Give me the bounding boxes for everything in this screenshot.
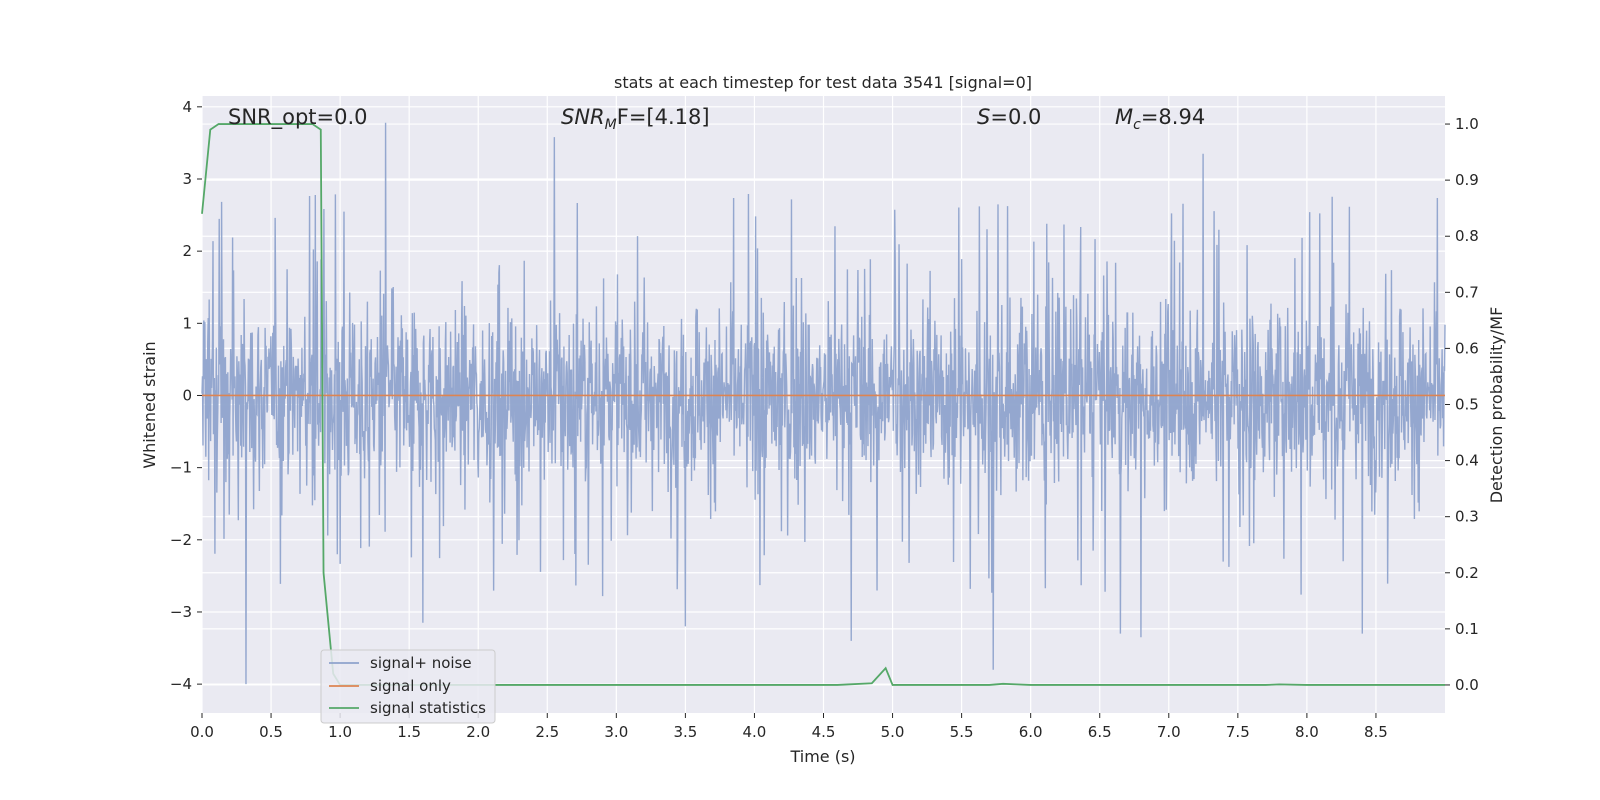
annotation-2: S=0.0 bbox=[977, 105, 1041, 129]
annotation-0: SNR_opt=0.0 bbox=[228, 105, 368, 130]
plot-content bbox=[201, 122, 1446, 686]
y-left-tick-label-8: −4 bbox=[170, 675, 192, 693]
y-left-tick-label-2: 2 bbox=[182, 242, 192, 260]
x-axis-label: Time (s) bbox=[789, 747, 855, 766]
x-axis: 0.0 0.5 1.0 1.5 2.0 2.5 3.0 3.5 4.0 4.5 5.0 5.5 6.0 6… bbox=[190, 713, 1388, 741]
legend-label-signal-noise: signal+ noise bbox=[370, 654, 472, 672]
x-tick-label-11: 5.5 bbox=[950, 723, 974, 741]
x-tick-label-5: 2.5 bbox=[535, 723, 559, 741]
y-right-tick-label-10: 0.0 bbox=[1455, 676, 1479, 694]
x-tick-label-1: 0.5 bbox=[259, 723, 283, 741]
x-tick-label-17: 8.5 bbox=[1364, 723, 1388, 741]
y-right-tick-label-9: 0.1 bbox=[1455, 620, 1479, 638]
x-tick-label-2: 1.0 bbox=[328, 723, 352, 741]
chart-title: stats at each timestep for test data 354… bbox=[614, 73, 1032, 92]
legend-label-signal-only: signal only bbox=[370, 677, 451, 695]
y-axis-left: 4 3 2 1 0 −1 −2 −3 −4 bbox=[170, 98, 202, 693]
y-left-tick-label-5: −1 bbox=[170, 459, 192, 477]
y-right-tick-label-8: 0.2 bbox=[1455, 564, 1479, 582]
y-left-tick-label-6: −2 bbox=[170, 531, 192, 549]
annotation-1: SNRMF=[4.18] bbox=[561, 105, 710, 133]
y-right-tick-label-7: 0.3 bbox=[1455, 508, 1479, 526]
x-tick-label-0: 0.0 bbox=[190, 723, 214, 741]
x-tick-label-15: 7.5 bbox=[1226, 723, 1250, 741]
x-tick-label-10: 5.0 bbox=[881, 723, 905, 741]
y-right-tick-label-2: 0.8 bbox=[1455, 227, 1479, 245]
y-right-tick-label-0: 1.0 bbox=[1455, 115, 1479, 133]
y-right-tick-label-3: 0.7 bbox=[1455, 283, 1479, 301]
x-tick-label-14: 7.0 bbox=[1157, 723, 1181, 741]
y-left-tick-label-3: 1 bbox=[182, 314, 192, 332]
x-tick-label-3: 1.5 bbox=[397, 723, 421, 741]
y-axis-left-label: Whitened strain bbox=[140, 341, 159, 468]
legend-box bbox=[320, 649, 496, 724]
series-signal-noise-line bbox=[201, 122, 1446, 685]
x-tick-label-6: 3.0 bbox=[604, 723, 628, 741]
x-tick-label-16: 8.0 bbox=[1295, 723, 1319, 741]
series-signal-statistics-line bbox=[201, 123, 1445, 686]
legend-label-signal-statistics: signal statistics bbox=[370, 699, 486, 717]
y-left-tick-label-0: 4 bbox=[182, 98, 192, 116]
y-right-tick-label-5: 0.5 bbox=[1455, 396, 1479, 414]
x-tick-label-8: 4.0 bbox=[743, 723, 767, 741]
x-tick-label-12: 6.0 bbox=[1019, 723, 1043, 741]
x-tick-label-7: 3.5 bbox=[673, 723, 697, 741]
y-axis-right-label: Detection probability/MF bbox=[1487, 307, 1506, 504]
y-left-tick-label-7: −3 bbox=[170, 603, 192, 621]
legend: signal+ noise signal only signal statist… bbox=[320, 649, 496, 724]
y-left-tick-label-1: 3 bbox=[182, 170, 192, 188]
y-left-tick-label-4: 0 bbox=[182, 386, 192, 404]
x-tick-label-4: 2.0 bbox=[466, 723, 490, 741]
x-tick-label-9: 4.5 bbox=[812, 723, 836, 741]
y-right-tick-label-4: 0.6 bbox=[1455, 339, 1479, 357]
y-right-tick-label-1: 0.9 bbox=[1455, 171, 1479, 189]
y-axis-right: 1.0 0.9 0.8 0.7 0.6 0.5 0.4 0.3 0.2 0.1 0.0 bbox=[1445, 115, 1479, 694]
annotation-3: Mc=8.94 bbox=[1115, 105, 1205, 133]
annotations: SNR_opt=0.0 SNRMF=[4.18] S=0.0 Mc=8.94 bbox=[228, 105, 1205, 133]
y-right-tick-label-6: 0.4 bbox=[1455, 452, 1479, 470]
x-tick-label-13: 6.5 bbox=[1088, 723, 1112, 741]
